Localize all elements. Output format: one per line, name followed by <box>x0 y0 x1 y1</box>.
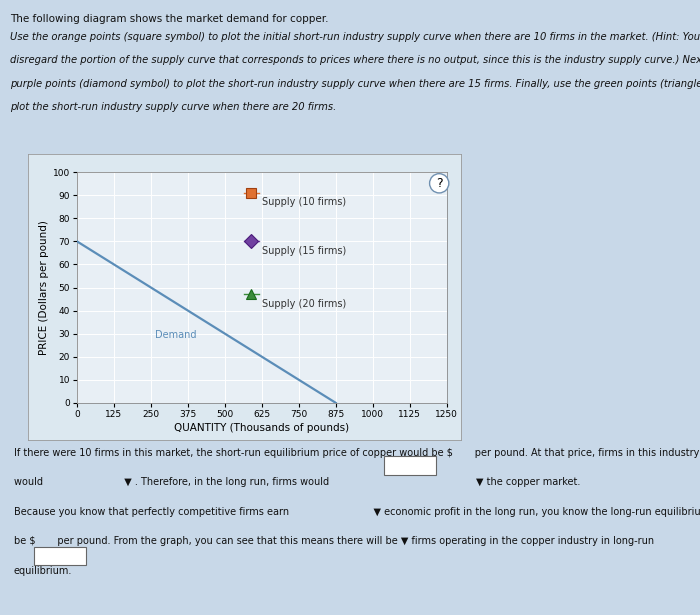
Text: ?: ? <box>436 177 442 190</box>
Text: equilibrium.: equilibrium. <box>14 566 72 576</box>
Text: be $       per pound. From the graph, you can see that this means there will be : be $ per pound. From the graph, you can … <box>14 536 654 546</box>
Text: If there were 10 firms in this market, the short-run equilibrium price of copper: If there were 10 firms in this market, t… <box>14 448 699 458</box>
FancyBboxPatch shape <box>384 456 435 475</box>
Text: Because you know that perfectly competitive firms earn                          : Because you know that perfectly competit… <box>14 507 700 517</box>
Text: purple points (diamond symbol) to plot the short-run industry supply curve when : purple points (diamond symbol) to plot t… <box>10 79 700 89</box>
X-axis label: QUANTITY (Thousands of pounds): QUANTITY (Thousands of pounds) <box>174 423 349 433</box>
Text: would                          ▼ . Therefore, in the long run, firms would      : would ▼ . Therefore, in the long run, fi… <box>14 477 580 487</box>
Text: The following diagram shows the market demand for copper.: The following diagram shows the market d… <box>10 14 328 23</box>
Text: Supply (10 firms): Supply (10 firms) <box>262 197 346 207</box>
Text: Supply (20 firms): Supply (20 firms) <box>262 299 346 309</box>
Text: Use the orange points (square symbol) to plot the initial short-run industry sup: Use the orange points (square symbol) to… <box>10 32 700 42</box>
Text: Demand: Demand <box>155 330 197 340</box>
Text: Supply (15 firms): Supply (15 firms) <box>262 245 346 256</box>
Text: disregard the portion of the supply curve that corresponds to prices where there: disregard the portion of the supply curv… <box>10 55 700 65</box>
Text: plot the short-run industry supply curve when there are 20 firms.: plot the short-run industry supply curve… <box>10 102 336 112</box>
Y-axis label: PRICE (Dollars per pound): PRICE (Dollars per pound) <box>38 220 48 355</box>
FancyBboxPatch shape <box>34 547 86 565</box>
